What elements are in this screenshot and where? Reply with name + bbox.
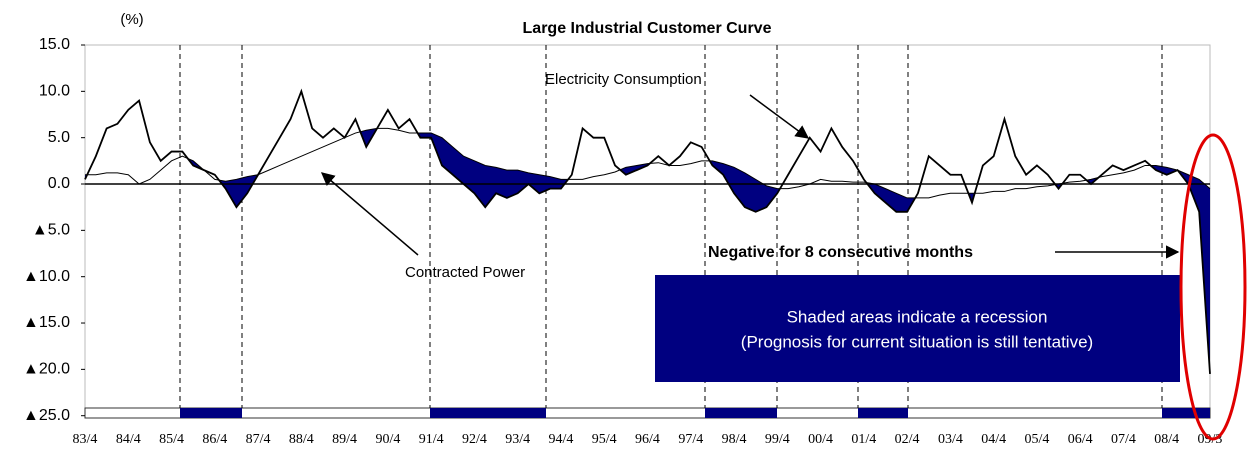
title-box: [485, 16, 810, 42]
y-tick-label: ▲25.0: [23, 407, 70, 424]
series-label: Electricity Consumption: [545, 71, 702, 88]
recession-band: [1162, 408, 1210, 418]
x-tick-label: 84/4: [116, 432, 141, 447]
annotation: Shaded areas indicate a recession: [787, 307, 1048, 326]
highlight-ellipse: [1179, 133, 1247, 441]
y-tick-label: 5.0: [48, 129, 70, 146]
x-tick-label: 97/4: [678, 432, 703, 447]
plot-background: [84, 44, 1211, 419]
x-tick-label: 98/4: [722, 432, 747, 447]
x-tick-label: 95/4: [592, 432, 617, 447]
y-tick-label: 0.0: [48, 175, 70, 192]
x-tick-label: 87/4: [246, 432, 271, 447]
chart-title: Large Industrial Customer Curve: [523, 20, 772, 37]
x-tick-label: 06/4: [1068, 432, 1093, 447]
series-label: Contracted Power: [405, 264, 525, 281]
y-tick-label: ▲10.0: [23, 268, 70, 285]
x-tick-label: 05/4: [1024, 432, 1049, 447]
unit-label: (%): [120, 11, 143, 28]
x-tick-label: 90/4: [375, 432, 400, 447]
arrow: [749, 94, 810, 139]
x-tick-label: 08/4: [1154, 432, 1179, 447]
x-tick-label: 00/4: [808, 432, 833, 447]
y-tick-label: ▲20.0: [23, 361, 70, 378]
x-tick-label: 96/4: [635, 432, 660, 447]
recession-dividers: [179, 45, 1163, 408]
note-box: [655, 275, 1180, 382]
series-line: [85, 127, 1211, 199]
y-tick-label: 10.0: [39, 83, 70, 100]
recession-band: [705, 408, 777, 418]
recession-band: [180, 408, 242, 418]
arrow: [320, 172, 419, 256]
x-tick-label: 01/4: [851, 432, 876, 447]
x-tick-label: 93/4: [505, 432, 530, 447]
x-tick-label: 02/4: [895, 432, 920, 447]
x-tick-label: 86/4: [202, 432, 227, 447]
x-tick-label: 07/4: [1111, 432, 1136, 447]
x-tick-label: 92/4: [462, 432, 487, 447]
x-tick-label: 99/4: [765, 432, 790, 447]
x-tick-label: 89/4: [332, 432, 357, 447]
x-tick-label: 03/4: [938, 432, 963, 447]
recession-row: [84, 407, 1211, 419]
x-tick-label: 94/4: [549, 432, 574, 447]
annotation: Negative for 8 consecutive months: [708, 244, 973, 261]
x-tick-label: 91/4: [419, 432, 444, 447]
x-tick-label: 88/4: [289, 432, 314, 447]
y-tick-label: ▲5.0: [32, 222, 70, 239]
overlay: Large Industrial Customer Curve (%) Elec…: [120, 11, 1247, 441]
x-tick-label: 85/4: [159, 432, 184, 447]
recession-band: [430, 408, 546, 418]
series-line: [84, 88, 1211, 375]
annotation: (Prognosis for current situation is stil…: [741, 332, 1093, 351]
recession-band: [858, 408, 908, 418]
y-tick-label: ▲15.0: [23, 314, 70, 331]
x-tick-label: 83/4: [73, 432, 98, 447]
x-tick-label: 04/4: [981, 432, 1006, 447]
y-tick-label: 15.0: [39, 36, 70, 53]
